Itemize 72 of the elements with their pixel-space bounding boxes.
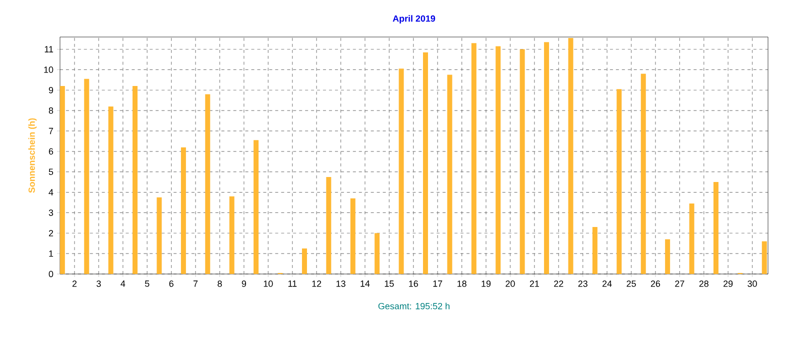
x-tick-label: 14 <box>360 280 370 287</box>
x-tick-label: 3 <box>96 280 101 287</box>
x-tick-label: 12 <box>312 280 322 287</box>
y-axis-title: Sonnenschein (h) <box>28 118 37 193</box>
bar <box>229 196 234 274</box>
x-tick-label: 9 <box>242 280 246 287</box>
x-tick-label: 30 <box>748 280 757 287</box>
bar <box>350 198 356 274</box>
x-tick-label: 24 <box>602 280 612 287</box>
y-tick-label: 11 <box>44 46 54 52</box>
bar <box>544 42 550 274</box>
chart-title: April 2019 <box>392 15 436 24</box>
bar <box>447 74 452 274</box>
bar <box>374 233 380 274</box>
x-tick-label: 4 <box>120 280 126 287</box>
bar <box>471 43 476 274</box>
bar <box>665 239 670 274</box>
bar <box>592 227 598 274</box>
x-tick-label: 25 <box>626 280 636 287</box>
bar <box>205 94 210 274</box>
x-tick-label: 13 <box>336 280 346 287</box>
y-tick-label: 1 <box>49 250 54 257</box>
x-tick-label: 17 <box>433 280 442 287</box>
bar <box>180 147 186 274</box>
x-tick-label: 15 <box>384 280 394 287</box>
bar <box>84 78 90 274</box>
x-tick-label: 10 <box>264 280 273 287</box>
y-tick-label: 0 <box>48 270 54 278</box>
x-tick-label: 7 <box>194 280 198 287</box>
x-tick-label: 2 <box>72 280 77 287</box>
bar <box>132 86 138 274</box>
x-tick-label: 20 <box>506 280 515 287</box>
x-tick-label: 26 <box>650 280 660 287</box>
x-tick-label: 28 <box>699 280 708 287</box>
bar <box>156 197 162 274</box>
x-tick-label: 16 <box>409 280 418 287</box>
x-tick-label: 5 <box>145 280 150 287</box>
y-tick-label: 6 <box>48 148 54 155</box>
bar <box>398 68 404 274</box>
bar <box>302 248 307 274</box>
bar <box>254 140 259 274</box>
x-tick-label: 21 <box>530 280 539 287</box>
y-tick-label: 3 <box>48 210 54 216</box>
x-tick-label: 6 <box>169 280 174 287</box>
x-tick-label: 8 <box>218 280 222 287</box>
bar <box>326 176 332 274</box>
x-tick-label: 23 <box>578 280 588 287</box>
bar <box>762 241 767 274</box>
bar <box>60 86 65 274</box>
bar <box>713 182 718 274</box>
x-tick-label: 11 <box>288 280 297 287</box>
text: Gesamt: 195:52 h <box>378 302 450 310</box>
bar <box>423 52 428 274</box>
bar <box>108 106 114 274</box>
bar <box>520 49 525 274</box>
x-tick-label: 29 <box>724 280 733 287</box>
x-tick-label: 27 <box>675 280 684 287</box>
y-tick-label: 10 <box>44 66 54 73</box>
x-tick-label: 22 <box>554 280 564 287</box>
y-tick-label: 4 <box>48 189 54 196</box>
bar <box>689 204 694 274</box>
y-tick-label: 9 <box>48 86 54 94</box>
bar <box>640 74 646 274</box>
y-tick-label: 7 <box>48 128 54 134</box>
y-tick-label: 2 <box>48 230 54 236</box>
bar <box>568 38 574 274</box>
y-tick-label: 5 <box>48 168 54 175</box>
bar <box>496 46 501 274</box>
x-tick-label: 19 <box>482 280 491 287</box>
y-tick-label: 8 <box>48 107 54 114</box>
x-tick-label: 18 <box>458 280 466 287</box>
bar <box>616 89 622 274</box>
